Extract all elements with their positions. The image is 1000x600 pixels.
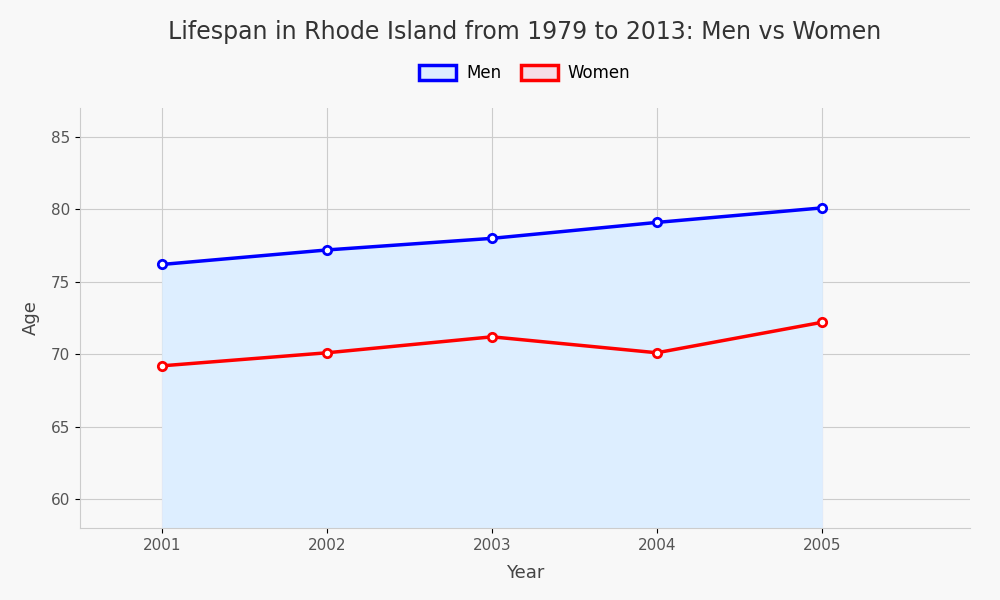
X-axis label: Year: Year: [506, 564, 544, 582]
Legend: Men, Women: Men, Women: [413, 58, 637, 89]
Title: Lifespan in Rhode Island from 1979 to 2013: Men vs Women: Lifespan in Rhode Island from 1979 to 20…: [168, 20, 882, 44]
Y-axis label: Age: Age: [22, 301, 40, 335]
